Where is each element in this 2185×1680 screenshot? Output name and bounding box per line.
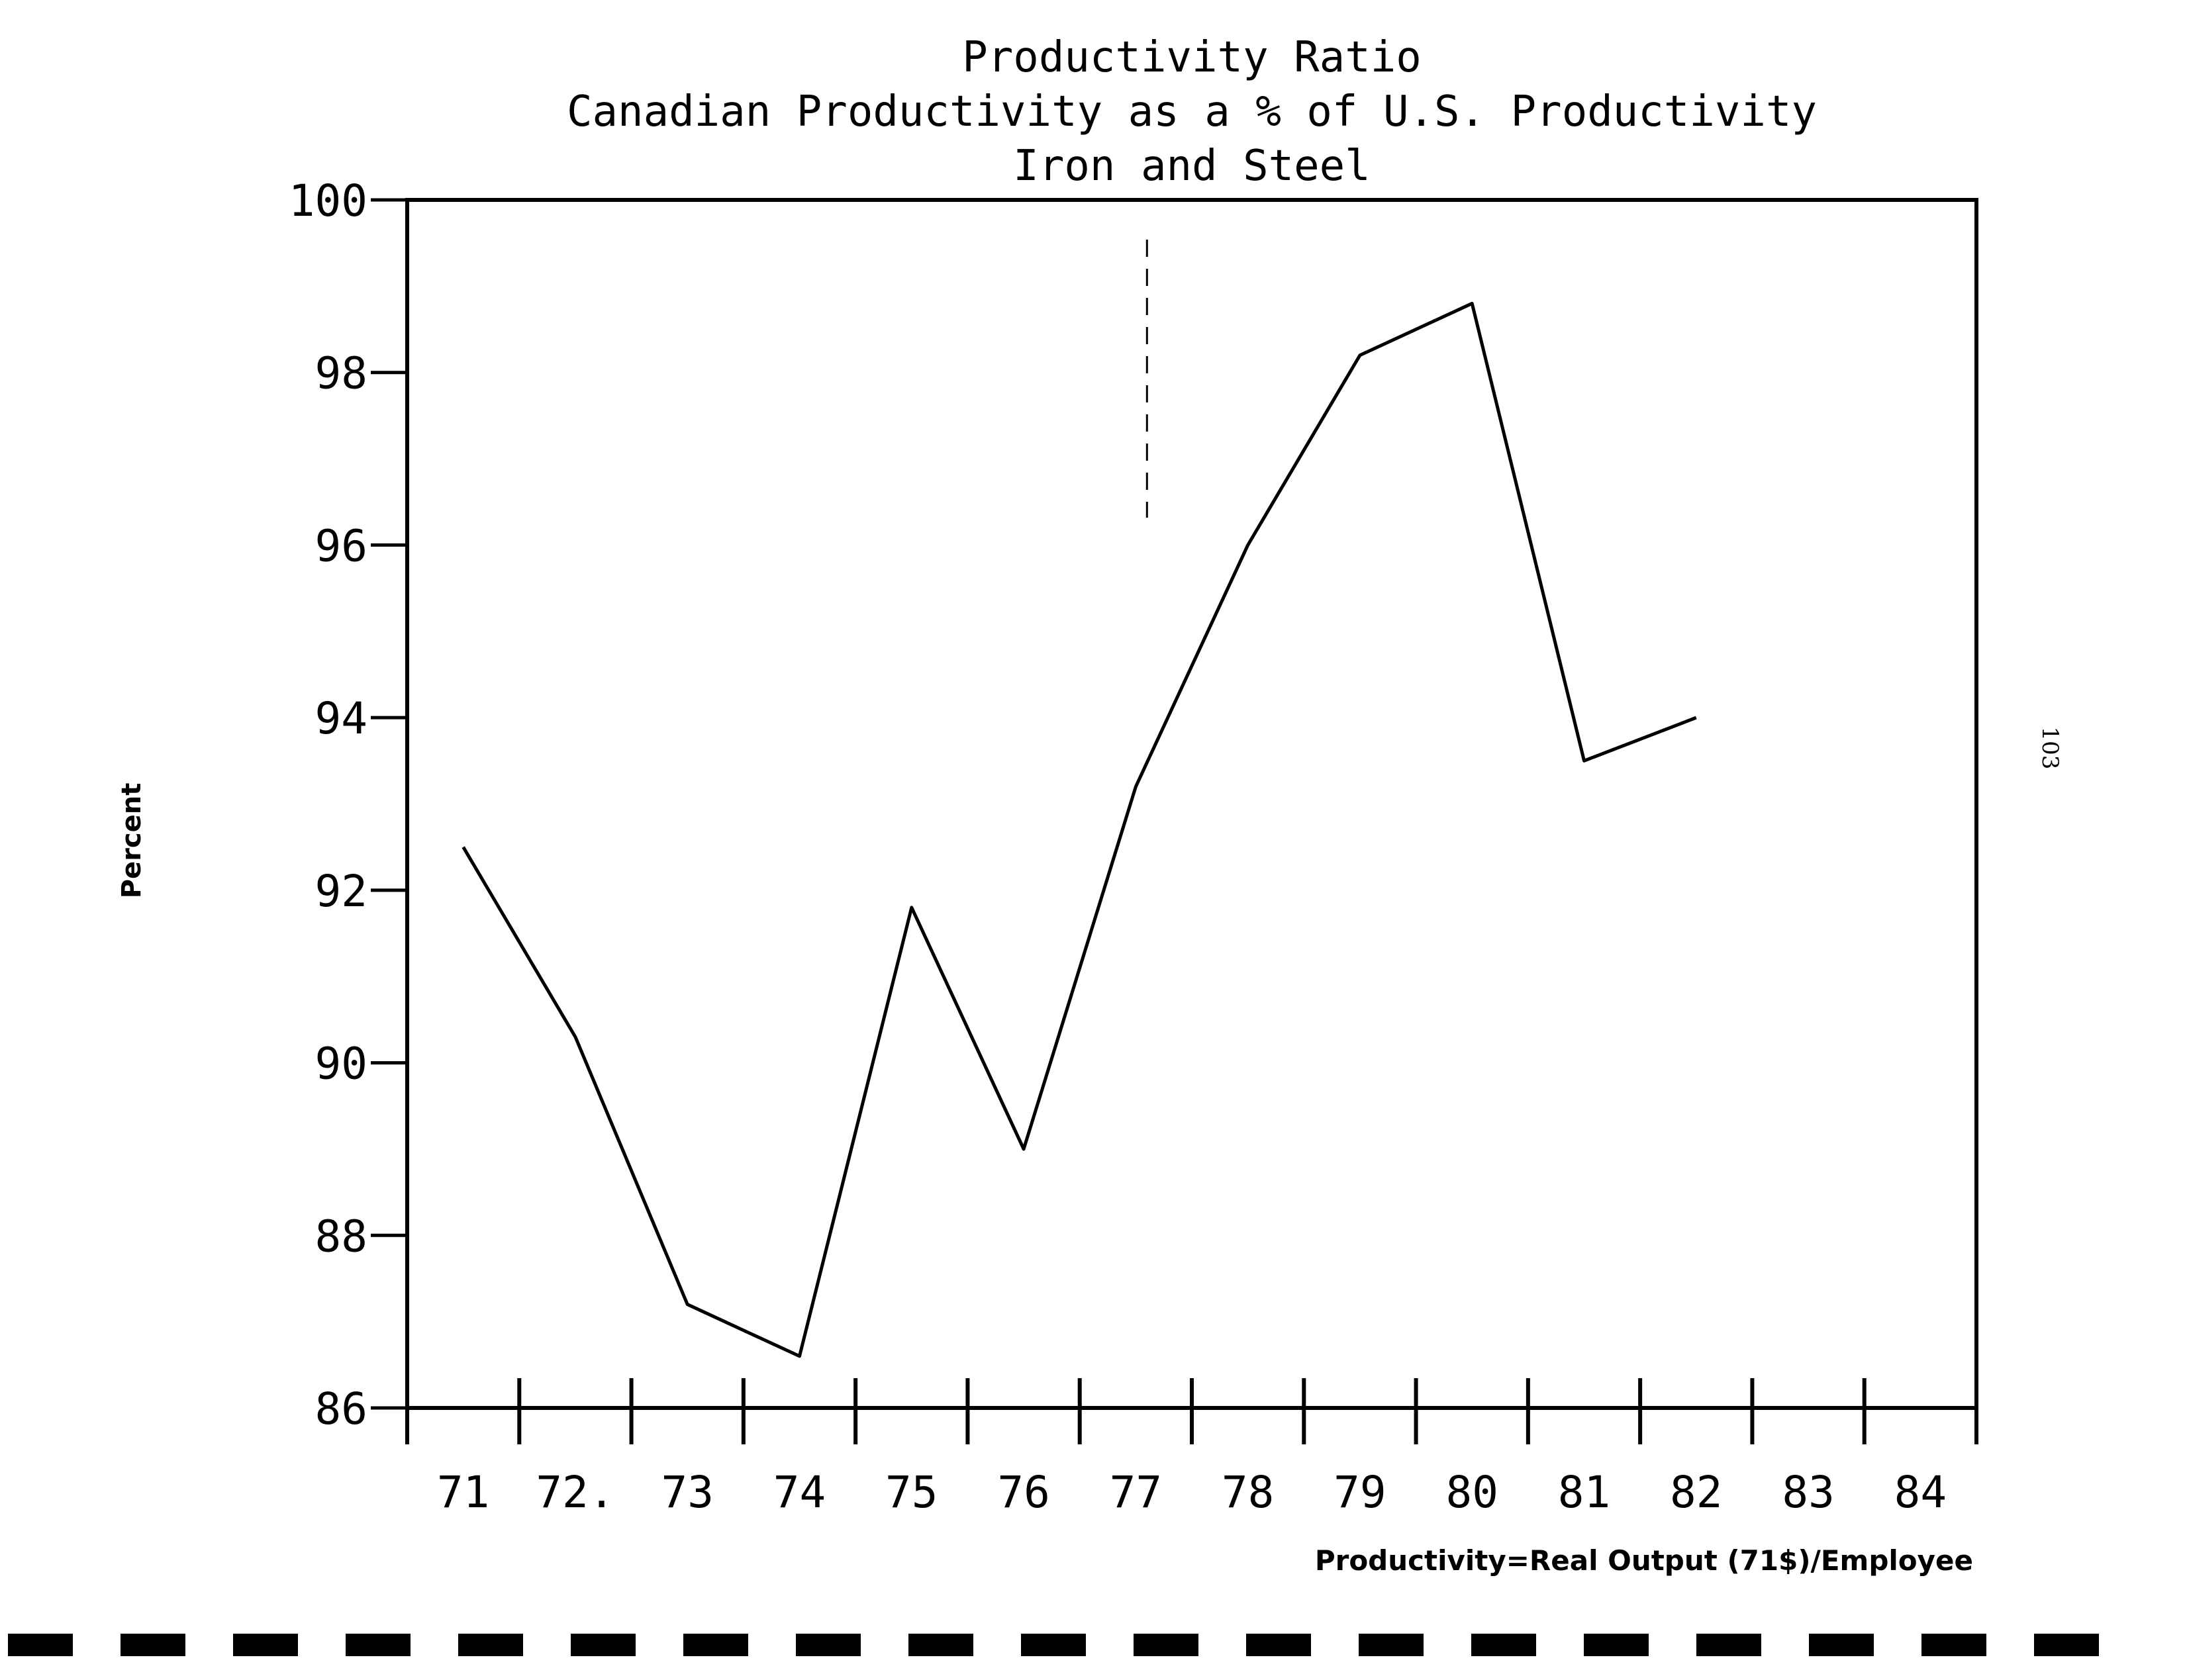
x-tick-label: 84 — [1894, 1467, 1947, 1518]
border-dash — [233, 1634, 298, 1656]
border-dash — [1134, 1634, 1198, 1656]
x-axis: 71 72. 73 74 75 76 77 78 79 80 81 82 83 84 — [405, 1378, 1978, 1518]
border-dash — [571, 1634, 636, 1656]
y-tick-label: 92 — [315, 866, 367, 917]
chart-subtitle-2: Iron and Steel — [1013, 142, 1370, 191]
border-dash — [1359, 1634, 1424, 1656]
border-dash — [458, 1634, 523, 1656]
y-tick-label: 96 — [315, 520, 367, 571]
border-dash — [121, 1634, 185, 1656]
border-dash — [1471, 1634, 1536, 1656]
x-axis-note: Productivity=Real Output (71$)/Employee — [1315, 1544, 1973, 1577]
y-tick-label: 86 — [315, 1383, 367, 1434]
x-tick-label: 72. — [536, 1467, 614, 1518]
x-tick-label: 75 — [885, 1467, 938, 1518]
x-tick-label: 82 — [1670, 1467, 1722, 1518]
border-dash — [908, 1634, 973, 1656]
x-tick-label: 71 — [437, 1467, 489, 1518]
page-number: 103 — [2037, 727, 2063, 770]
border-dash — [796, 1634, 861, 1656]
border-dash — [1584, 1634, 1649, 1656]
chart-subtitle: Canadian Productivity as a % of U.S. Pro… — [567, 87, 1817, 136]
chart-title: Productivity Ratio — [962, 33, 1422, 82]
x-tick-label: 74 — [773, 1467, 826, 1518]
x-tick-label: 81 — [1558, 1467, 1610, 1518]
y-tick-label: 94 — [315, 693, 367, 744]
border-dash — [2034, 1634, 2099, 1656]
y-tick-label: 88 — [315, 1211, 367, 1262]
border-dash — [1021, 1634, 1086, 1656]
y-tick-label: 98 — [315, 348, 367, 399]
border-dash — [1696, 1634, 1761, 1656]
y-tick-label: 100 — [289, 175, 367, 226]
bottom-dash-border — [8, 1634, 2099, 1656]
x-tick-label: 76 — [997, 1467, 1049, 1518]
x-tick-label: 83 — [1782, 1467, 1834, 1518]
y-axis-label: Percent — [117, 783, 147, 899]
x-tick-label: 77 — [1110, 1467, 1162, 1518]
border-dash — [8, 1634, 73, 1656]
border-dash — [1246, 1634, 1311, 1656]
y-tick-label: 90 — [315, 1039, 367, 1090]
border-dash — [1921, 1634, 1986, 1656]
x-tick-label: 78 — [1222, 1467, 1274, 1518]
x-tick-label: 73 — [661, 1467, 713, 1518]
y-axis: 86 88 90 92 94 96 98 100 — [289, 175, 407, 1434]
x-tick-label: 79 — [1334, 1467, 1386, 1518]
border-dash — [1809, 1634, 1874, 1656]
x-tick-label: 80 — [1445, 1467, 1498, 1518]
series-line — [461, 301, 1697, 1358]
border-dash — [346, 1634, 411, 1656]
border-dash — [683, 1634, 748, 1656]
